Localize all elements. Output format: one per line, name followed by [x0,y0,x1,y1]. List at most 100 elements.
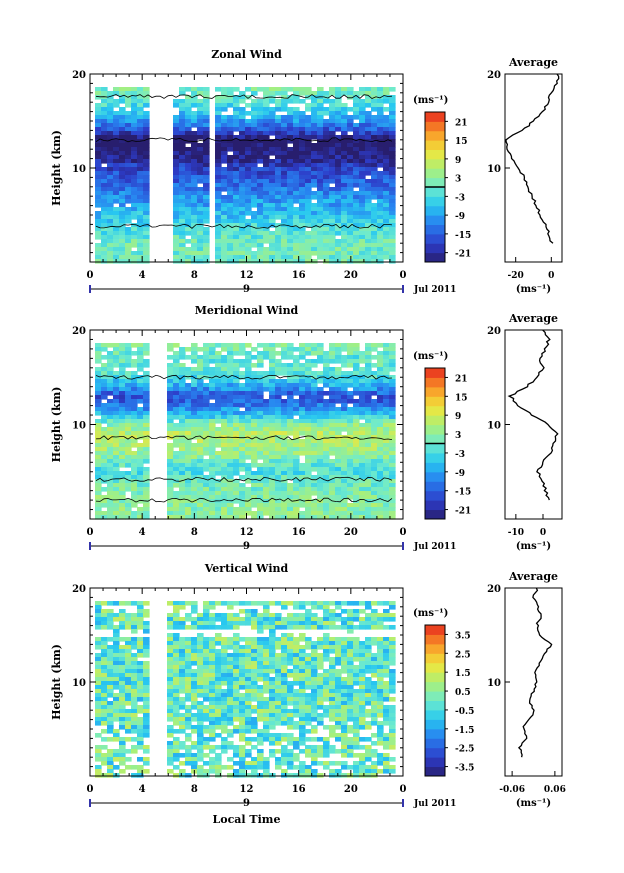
colorbar-tick-label: 3.5 [455,631,471,641]
colorbar-segment [425,452,445,463]
colorbar-segment [425,757,445,768]
colorbar-segment [425,233,445,244]
profile-y-tick-label: 20 [487,70,501,81]
colorbar-segment [425,177,445,188]
colorbar-tick-label: -9 [455,212,465,222]
y-axis-label: Height (km) [50,387,63,463]
colorbar-segment [425,205,445,216]
colorbar-segment [425,112,445,122]
date-marker-label: 9 [243,798,250,809]
x-tick-label: 0 [87,527,94,538]
colorbar-segment [425,415,445,426]
colorbar-tick-label: 15 [455,137,468,147]
chart-title: Meridional Wind [195,304,299,317]
x-tick-label: 8 [191,270,198,281]
colorbar-segment [425,377,445,388]
colorbar-segment [425,709,445,720]
colorbar-segment [425,215,445,225]
colorbar-tick-label: -9 [455,469,465,479]
colorbar-segment [425,625,445,635]
y-axis-label: Height (km) [50,130,63,206]
colorbar-segment [425,728,445,739]
profile-line [505,73,560,244]
x-tick-label: 12 [240,527,254,538]
x-tick-label: 8 [191,784,198,795]
profile-x-tick-label: 0.06 [544,785,566,795]
profile-frame [504,329,563,520]
profile-title: Average [508,570,558,583]
colorbar-segment [425,634,445,645]
colorbar-segment [425,443,445,454]
colorbar-segment [425,434,445,444]
colorbar-tick-label: -21 [455,507,471,517]
colorbar-tick-label: 9 [455,156,461,166]
colorbar-unit: (ms⁻¹) [413,608,448,619]
x-tick-label: 16 [292,527,306,538]
colorbar-tick-label: 3 [455,431,461,441]
colorbar-segment [425,747,445,758]
y-tick-label: 10 [72,421,86,432]
colorbar-segment [425,405,445,416]
profile-line [517,587,553,758]
x-tick-label: 20 [344,784,358,795]
colorbar-segment [425,196,445,207]
profile-y-tick-label: 10 [487,421,501,432]
y-tick-label: 10 [72,164,86,175]
x-axis-label: Local Time [213,813,281,826]
colorbar-tick-label: 21 [455,118,468,128]
colorbar-tick-label: -3 [455,193,465,203]
colorbar-unit: (ms⁻¹) [413,95,448,106]
colorbar-segment [425,462,445,473]
colorbar-tick-label: 2.5 [455,650,471,660]
colorbar-segment [425,500,445,511]
colorbar-segment [425,158,445,169]
colorbar-tick-label: -0.5 [455,707,474,717]
colorbar-segment [425,224,445,235]
x-tick-label: 4 [139,784,146,795]
colorbar-segment [425,672,445,683]
panel-1: Meridional Wind 10 20 Height (km) 0 4 8 12 16 20 0… [50,304,563,552]
contour-lines [95,374,393,503]
date-marker-label: 9 [243,284,250,295]
x-tick-label: 0 [400,270,407,281]
x-tick-label: 8 [191,527,198,538]
colorbar-tick-label: 1.5 [455,669,471,679]
date-marker-label: 9 [243,541,250,552]
chart-title: Vertical Wind [204,562,289,575]
colorbar-segment [425,643,445,654]
colorbar-segment [425,509,445,520]
profile-title: Average [508,56,558,69]
colorbar-segment [425,424,445,435]
x-tick-label: 12 [240,270,254,281]
profile-title: Average [508,312,558,325]
date-label: Jul 2011 [413,799,456,809]
heatmap-cells [95,87,396,264]
colorbar-tick-label: -15 [455,488,471,498]
y-tick-label: 10 [72,678,86,689]
date-label: Jul 2011 [413,285,456,295]
profile-x-tick-label: -0.06 [499,785,525,795]
x-tick-label: 16 [292,784,306,795]
colorbar-frame [424,624,446,777]
profile-y-tick-label: 20 [487,584,501,595]
profile-y-tick-label: 10 [487,678,501,689]
profile-x-tick-label: -10 [508,528,524,538]
x-tick-label: 20 [344,527,358,538]
x-tick-label: 16 [292,270,306,281]
colorbar-segment [425,700,445,711]
x-tick-label: 0 [400,527,407,538]
profile-y-tick-label: 20 [487,326,501,337]
colorbar-tick-label: 0.5 [455,688,471,698]
colorbar-unit: (ms⁻¹) [413,351,448,362]
profile-line [507,329,559,501]
profile-x-tick-label: 0 [548,271,554,281]
colorbar-tick-label: -15 [455,231,471,241]
colorbar-segment [425,481,445,492]
colorbar-tick-label: -21 [455,250,471,260]
contour-lines [95,94,393,229]
colorbar-tick-label: -3 [455,450,465,460]
colorbar-tick-label: 3 [455,175,461,185]
x-tick-label: 0 [87,784,94,795]
y-tick-label: 20 [72,70,86,81]
